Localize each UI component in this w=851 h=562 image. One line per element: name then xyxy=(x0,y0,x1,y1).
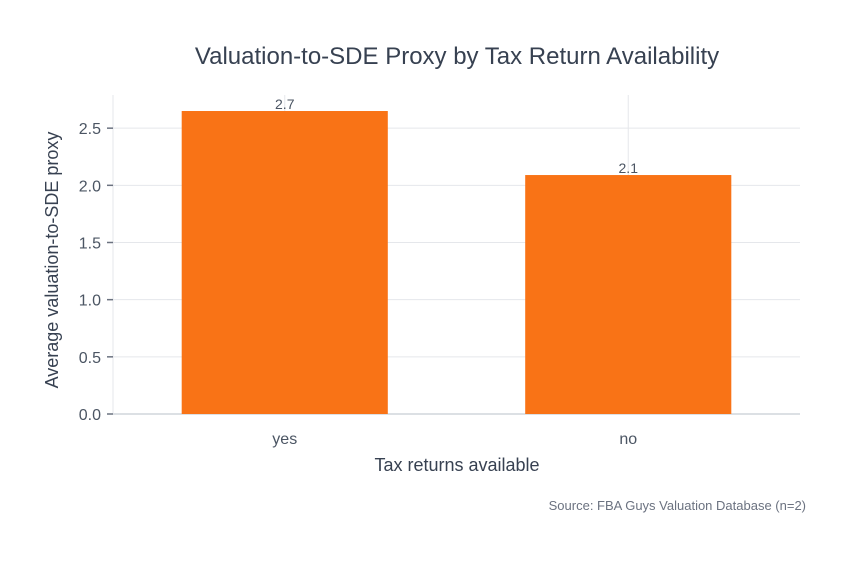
bars: 2.7 2.1 xyxy=(181,96,732,414)
y-tick-label: 2.5 xyxy=(79,121,101,138)
source-note: Source: FBA Guys Valuation Database (n=2… xyxy=(549,498,806,513)
x-tick-label: yes xyxy=(272,431,297,448)
x-tick-label: no xyxy=(619,431,637,448)
y-tick-label: 0.5 xyxy=(79,350,101,367)
data-label: 2.7 xyxy=(275,96,295,112)
x-axis-ticks: yes no xyxy=(272,431,637,448)
y-tick-label: 2.0 xyxy=(79,178,101,195)
y-tick-label: 1.0 xyxy=(79,293,101,310)
y-axis-ticks: 0.0 0.5 1.0 1.5 2.0 2.5 xyxy=(79,121,113,424)
bar-no xyxy=(525,175,732,414)
chart-title: Valuation-to-SDE Proxy by Tax Return Ava… xyxy=(195,43,719,70)
x-axis-label: Tax returns available xyxy=(374,455,539,475)
data-label: 2.1 xyxy=(619,160,639,176)
y-tick-label: 1.5 xyxy=(79,235,101,252)
y-axis-label: Average valuation-to-SDE proxy xyxy=(42,132,62,389)
y-tick-label: 0.0 xyxy=(79,407,101,424)
bar-yes xyxy=(181,111,388,414)
